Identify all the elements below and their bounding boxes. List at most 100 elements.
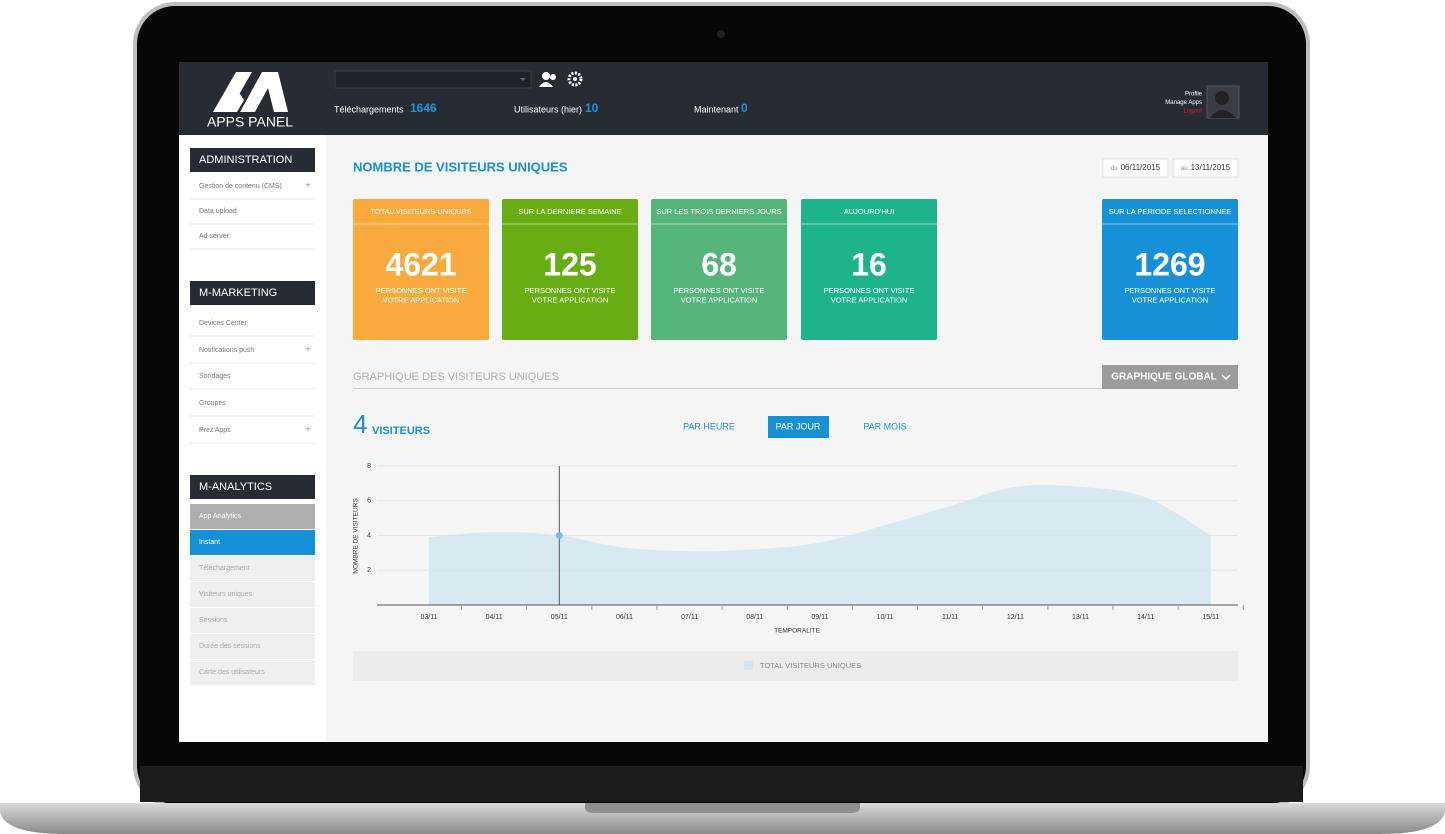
- date-prefix: du: [1111, 166, 1118, 172]
- tab-active: [768, 416, 829, 438]
- menu-item-bg[interactable]: [190, 530, 315, 555]
- dropdown-caret: [1221, 374, 1231, 381]
- dropdown[interactable]: [1102, 365, 1238, 389]
- menu-item[interactable]: App Analytics: [199, 513, 242, 520]
- menu-item[interactable]: Ad server: [199, 233, 230, 240]
- menu-item[interactable]: Sessions: [199, 617, 228, 624]
- avatar-body: [1210, 110, 1236, 118]
- user-menu-link[interactable]: Profile: [1185, 92, 1203, 98]
- card-value: 1269: [1134, 246, 1205, 282]
- menu-item[interactable]: Gestion de contenu (CMS): [199, 183, 282, 190]
- section-title: M-ANALYTICS: [199, 481, 272, 493]
- menu-item-bg[interactable]: [190, 582, 315, 607]
- stat-value: 1646: [410, 101, 437, 115]
- card-value: 4621: [385, 246, 456, 282]
- highlight-point: [555, 532, 563, 539]
- stat-label: Utilisateurs (hier): [514, 104, 582, 114]
- user-menu-link[interactable]: Manage Apps: [1165, 100, 1202, 106]
- legend-label[interactable]: TOTAL VISITEURS UNIQUES: [760, 661, 861, 670]
- logo-text: APPS PANEL: [207, 114, 293, 130]
- x-tick-label: 11/11: [942, 614, 959, 621]
- menu-item-bg[interactable]: [190, 556, 315, 581]
- select-caret: [520, 78, 526, 81]
- menu-item-bg[interactable]: [190, 660, 315, 685]
- date-value: 06/11/2015: [1121, 163, 1161, 172]
- settings-icon[interactable]: [567, 71, 583, 87]
- tab[interactable]: PAR HEURE: [683, 421, 735, 431]
- notch: [585, 803, 860, 813]
- legend-swatch: [744, 661, 753, 670]
- menu-item[interactable]: Instant: [199, 539, 220, 546]
- stat-card: [502, 199, 638, 340]
- x-tick-label: 12/11: [1007, 614, 1024, 621]
- expand-icon: +: [305, 425, 311, 436]
- y-tick-label: 2: [367, 567, 371, 574]
- menu-item[interactable]: Visiteurs uniques: [199, 591, 253, 598]
- screen: [179, 62, 1268, 742]
- card-title: SUR LA DERNIERE SEMAINE: [518, 207, 621, 216]
- menu-item[interactable]: Sondages: [199, 373, 231, 380]
- section-header: [190, 148, 315, 172]
- x-tick-label: 08/11: [746, 614, 763, 621]
- card-caption: PERSONNES ONT VISITE: [1125, 286, 1216, 295]
- x-tick-label: 04/11: [486, 614, 503, 621]
- card-caption: VOTRE APPLICATION: [831, 295, 908, 304]
- y-tick-label: 8: [367, 463, 371, 470]
- card-caption: PERSONNES ONT VISITE: [824, 286, 915, 295]
- x-tick-label: 03/11: [421, 614, 438, 621]
- menu-item[interactable]: Carte des utilisateurs: [199, 669, 265, 676]
- tab[interactable]: PAR JOUR: [776, 421, 821, 431]
- menu-item[interactable]: Groupes: [199, 400, 226, 407]
- card-value: 125: [543, 246, 596, 282]
- section-title: GRAPHIQUE DES VISITEURS UNIQUES: [353, 371, 559, 383]
- y-axis-label: NOMBRE DE VISITEURS: [353, 498, 360, 574]
- card-title: TOTAL VISITEURS UNIQUES: [370, 207, 471, 216]
- stat-label: Maintenant: [694, 104, 739, 114]
- user-menu-link[interactable]: Logout: [1184, 109, 1203, 115]
- menu-item[interactable]: Prez'Apps: [199, 427, 231, 434]
- menu-item-bg[interactable]: [190, 634, 315, 659]
- stat-card: [651, 199, 787, 340]
- card-title: AUJOURD'HUI: [844, 207, 895, 216]
- card-value: 68: [701, 246, 737, 282]
- current-value: 4: [353, 409, 367, 439]
- expand-icon: +: [305, 345, 311, 356]
- menu-item[interactable]: Data upload: [199, 208, 237, 215]
- tab[interactable]: PAR MOIS: [863, 421, 906, 431]
- area: [429, 484, 1211, 605]
- card-caption: PERSONNES ONT VISITE: [674, 286, 765, 295]
- menu-item-bg[interactable]: [190, 608, 315, 633]
- card-caption: VOTRE APPLICATION: [383, 295, 460, 304]
- section-title: ADMINISTRATION: [199, 154, 292, 166]
- screen-chin: [140, 766, 1303, 802]
- card-caption: PERSONNES ONT VISITE: [376, 286, 467, 295]
- card-title: SUR LA PERIODE SELECTIONNEE: [1109, 207, 1232, 216]
- camera: [717, 30, 725, 38]
- stat-card: [353, 199, 489, 340]
- page-title: NOMBRE DE VISITEURS UNIQUES: [353, 159, 568, 174]
- x-tick-label: 09/11: [811, 614, 828, 621]
- menu-item-bg[interactable]: [190, 504, 315, 529]
- legend-box: [353, 651, 1238, 681]
- stat-card: [801, 199, 937, 340]
- stat-card: [1102, 199, 1238, 340]
- x-tick-label: 13/11: [1072, 614, 1089, 621]
- avatar-head: [1215, 91, 1229, 105]
- section-header: [190, 281, 315, 305]
- users-icon[interactable]: [539, 72, 556, 87]
- app-select[interactable]: [334, 70, 532, 89]
- menu-item[interactable]: Durée des sessions: [199, 643, 261, 650]
- dropdown-text[interactable]: GRAPHIQUE GLOBAL: [1111, 372, 1217, 383]
- date-picker[interactable]: [1172, 158, 1239, 178]
- date-picker[interactable]: [1102, 158, 1169, 178]
- menu-item[interactable]: Devices Center: [199, 320, 248, 327]
- stat-label: Téléchargements: [334, 104, 404, 114]
- stat-value: 0: [741, 101, 748, 115]
- expand-icon: +: [305, 181, 311, 192]
- date-picker-text: au 13/11/2015: [1181, 163, 1231, 172]
- menu-item[interactable]: Téléchargement: [199, 565, 250, 572]
- menu-item[interactable]: Notifications push: [199, 347, 254, 354]
- section-title: M-MARKETING: [199, 287, 277, 299]
